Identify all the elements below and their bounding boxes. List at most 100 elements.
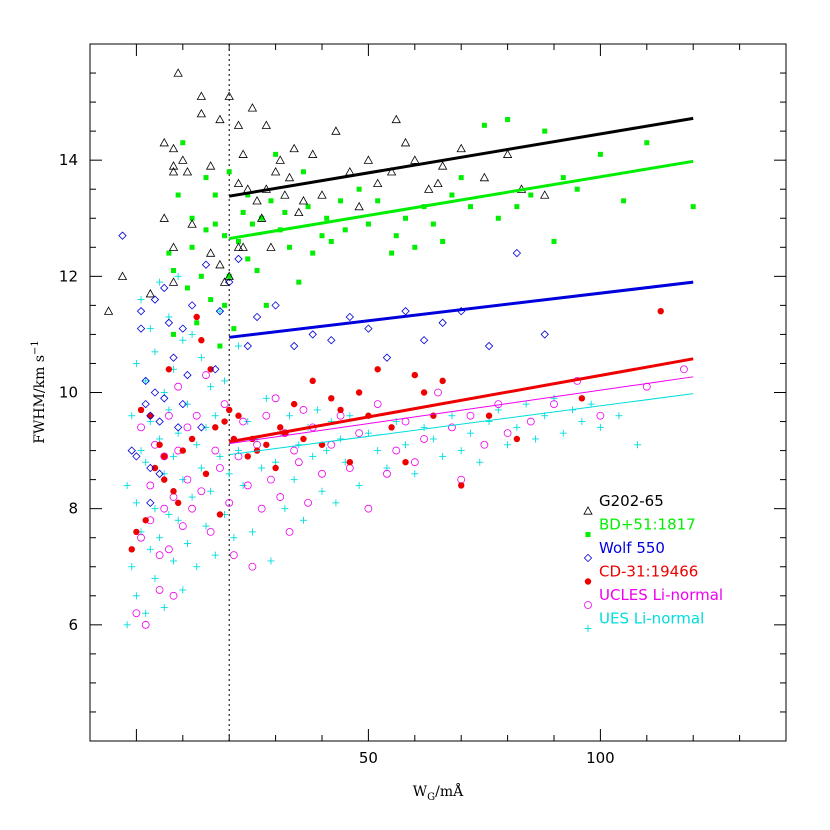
data-point bbox=[327, 440, 336, 449]
data-point bbox=[249, 221, 255, 227]
data-point bbox=[179, 447, 186, 454]
y-tick-label: 10 bbox=[59, 384, 78, 402]
data-point bbox=[123, 621, 131, 629]
data-point bbox=[252, 312, 262, 322]
data-point bbox=[327, 336, 336, 345]
data-point bbox=[540, 330, 549, 339]
data-point bbox=[178, 399, 187, 409]
data-point bbox=[286, 412, 294, 420]
data-point bbox=[161, 476, 168, 483]
data-point bbox=[128, 546, 135, 553]
data-point bbox=[226, 169, 232, 175]
data-point bbox=[169, 353, 178, 362]
data-point bbox=[337, 406, 344, 414]
data-point bbox=[160, 603, 168, 611]
data-point bbox=[551, 238, 557, 244]
data-point bbox=[412, 244, 418, 250]
data-point bbox=[401, 417, 410, 426]
data-point bbox=[174, 272, 182, 280]
series-1 bbox=[166, 117, 696, 349]
data-point bbox=[597, 151, 603, 157]
data-point bbox=[164, 318, 174, 327]
data-point bbox=[485, 412, 493, 419]
data-point bbox=[168, 143, 179, 153]
data-point bbox=[420, 423, 428, 431]
legend: G202-65 BD+51:1817 Wolf 550 CD-31:19466 UCLE… bbox=[583, 492, 723, 632]
data-point bbox=[184, 285, 190, 291]
data-point bbox=[194, 320, 200, 326]
data-point bbox=[345, 312, 355, 322]
data-point bbox=[146, 463, 155, 473]
data-point bbox=[127, 446, 136, 455]
data-point bbox=[243, 481, 252, 490]
data-point bbox=[345, 464, 354, 472]
data-point bbox=[346, 412, 354, 420]
data-point bbox=[382, 353, 392, 362]
fit-line bbox=[229, 280, 694, 339]
data-point bbox=[268, 198, 274, 204]
data-point bbox=[309, 377, 316, 385]
data-point bbox=[215, 259, 225, 269]
data-point bbox=[430, 221, 436, 227]
data-point bbox=[512, 248, 522, 258]
data-point bbox=[271, 394, 280, 403]
data-point bbox=[221, 418, 228, 425]
data-point bbox=[182, 166, 193, 176]
data-point bbox=[318, 441, 326, 448]
data-point bbox=[217, 343, 223, 349]
data-point bbox=[233, 178, 244, 188]
data-point bbox=[174, 382, 183, 391]
data-point bbox=[239, 481, 247, 489]
data-point bbox=[481, 122, 487, 128]
data-point bbox=[680, 365, 688, 374]
data-point bbox=[411, 371, 418, 379]
data-point bbox=[146, 325, 154, 333]
data-point bbox=[373, 178, 383, 188]
data-point bbox=[420, 389, 428, 396]
data-point bbox=[448, 412, 456, 420]
data-point bbox=[222, 302, 228, 308]
data-point bbox=[310, 250, 316, 256]
data-point bbox=[197, 423, 206, 432]
data-point bbox=[457, 475, 466, 484]
data-point bbox=[168, 166, 179, 176]
data-point bbox=[270, 166, 281, 176]
data-point bbox=[150, 388, 160, 397]
data-point bbox=[146, 498, 155, 508]
data-point bbox=[208, 297, 214, 303]
data-point bbox=[197, 487, 206, 496]
data-point bbox=[197, 464, 205, 472]
data-point bbox=[261, 120, 271, 129]
data-point bbox=[514, 204, 520, 210]
y-tick-label: 14 bbox=[59, 151, 78, 169]
data-point bbox=[243, 341, 252, 351]
data-point bbox=[596, 411, 605, 420]
legend-label: UES Li-normal bbox=[599, 610, 704, 628]
data-point bbox=[467, 204, 473, 210]
data-point bbox=[159, 213, 169, 222]
data-point bbox=[169, 591, 178, 600]
data-point bbox=[160, 283, 169, 293]
data-point bbox=[324, 215, 330, 221]
data-point bbox=[198, 337, 205, 344]
data-points bbox=[103, 68, 696, 629]
data-point bbox=[180, 140, 186, 146]
data-point bbox=[300, 435, 307, 443]
data-point bbox=[216, 511, 224, 518]
data-point bbox=[439, 452, 447, 460]
data-point bbox=[211, 551, 219, 559]
y-axis-label: FWHM/km s−1 bbox=[30, 340, 48, 444]
data-point bbox=[574, 186, 580, 192]
data-point bbox=[201, 260, 211, 269]
legend-label: G202-65 bbox=[599, 492, 664, 510]
fit-lines bbox=[228, 116, 694, 456]
series-5 bbox=[123, 272, 642, 629]
data-point bbox=[174, 499, 182, 507]
data-point bbox=[433, 178, 443, 188]
data-point bbox=[170, 452, 178, 460]
data-point bbox=[171, 268, 177, 274]
data-point bbox=[289, 341, 299, 351]
data-point bbox=[449, 192, 455, 198]
series-0 bbox=[103, 68, 550, 315]
